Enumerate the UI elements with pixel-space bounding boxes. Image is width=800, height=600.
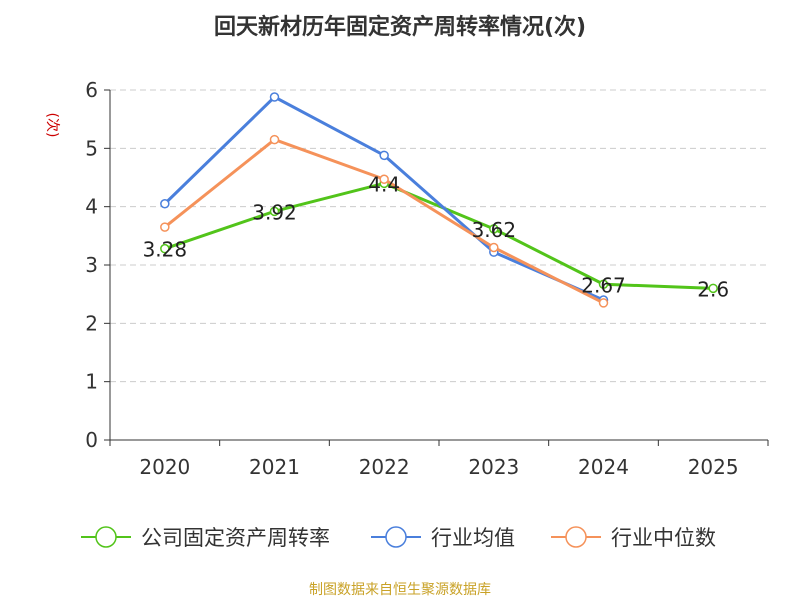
data-point <box>160 243 170 254</box>
data-point <box>489 242 499 253</box>
source-note: 制图数据来自恒生聚源数据库 <box>309 582 491 598</box>
legend-label: 行业中位数 <box>611 526 716 550</box>
data-label: 4.4 <box>368 172 400 196</box>
data-point <box>598 279 609 289</box>
y-tick-label: 5 <box>85 136 98 160</box>
data-point <box>269 206 280 217</box>
data-label: 2.67 <box>581 273 626 297</box>
axes: 0 1 2 3 4 5 6 2020 2021 2022 2023 2024 2025 <box>85 78 769 479</box>
series-line-2 <box>163 138 605 305</box>
data-point <box>269 92 280 102</box>
legend-marker-2 <box>565 526 587 548</box>
y-tick-label: 3 <box>85 253 98 277</box>
legend-marker-1 <box>385 526 407 548</box>
data-label: 3.28 <box>143 238 188 262</box>
legend-marker-0 <box>95 526 117 548</box>
series-line-0 <box>164 181 714 290</box>
grid-lines <box>110 89 768 383</box>
data-labels: 3.28 3.92 4.4 3.62 2.67 2.6 <box>143 172 730 301</box>
data-point <box>379 150 389 161</box>
y-tick-label: 6 <box>85 78 98 102</box>
data-point <box>379 174 389 184</box>
series-lines <box>160 92 718 308</box>
y-tick-label: 0 <box>85 428 98 452</box>
data-point <box>598 298 609 308</box>
legend-label: 公司固定资产周转率 <box>141 526 330 550</box>
y-tick-label: 1 <box>85 370 98 394</box>
data-point <box>160 199 170 209</box>
y-axis-label: (次) <box>44 113 60 138</box>
x-tick-label: 2020 <box>139 455 190 479</box>
data-point <box>489 224 499 234</box>
x-tick-label: 2025 <box>688 455 739 479</box>
x-tick-label: 2024 <box>578 455 629 479</box>
data-label: 2.6 <box>697 277 729 301</box>
x-tick-label: 2021 <box>249 455 300 479</box>
x-tick-label: 2023 <box>468 455 519 479</box>
data-label: 3.62 <box>472 218 517 242</box>
data-label: 3.92 <box>252 200 297 224</box>
x-tick-label: 2022 <box>359 455 410 479</box>
data-point <box>160 222 170 232</box>
y-tick-label: 4 <box>85 195 98 219</box>
y-tick-label: 2 <box>85 311 98 335</box>
data-point <box>708 283 718 294</box>
legend[interactable]: 公司固定资产周转率 行业均值 行业中位数 <box>81 526 716 550</box>
data-point <box>269 134 280 145</box>
legend-label: 行业均值 <box>431 526 515 550</box>
chart-title: 回天新材历年固定资产周转率情况(次) <box>214 14 586 40</box>
